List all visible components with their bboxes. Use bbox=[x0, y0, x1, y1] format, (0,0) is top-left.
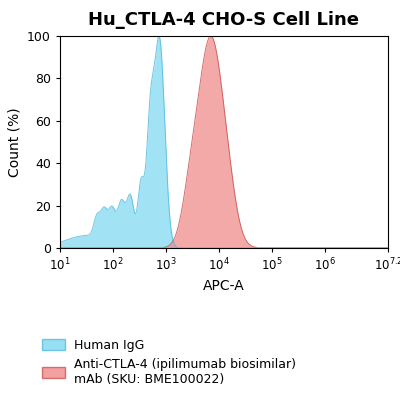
X-axis label: APC-A: APC-A bbox=[203, 279, 245, 293]
Title: Hu_CTLA-4 CHO-S Cell Line: Hu_CTLA-4 CHO-S Cell Line bbox=[88, 11, 360, 29]
Y-axis label: Count (%): Count (%) bbox=[8, 107, 22, 177]
Legend: Human IgG, Anti-CTLA-4 (ipilimumab biosimilar)
mAb (SKU: BME100022): Human IgG, Anti-CTLA-4 (ipilimumab biosi… bbox=[38, 335, 300, 390]
